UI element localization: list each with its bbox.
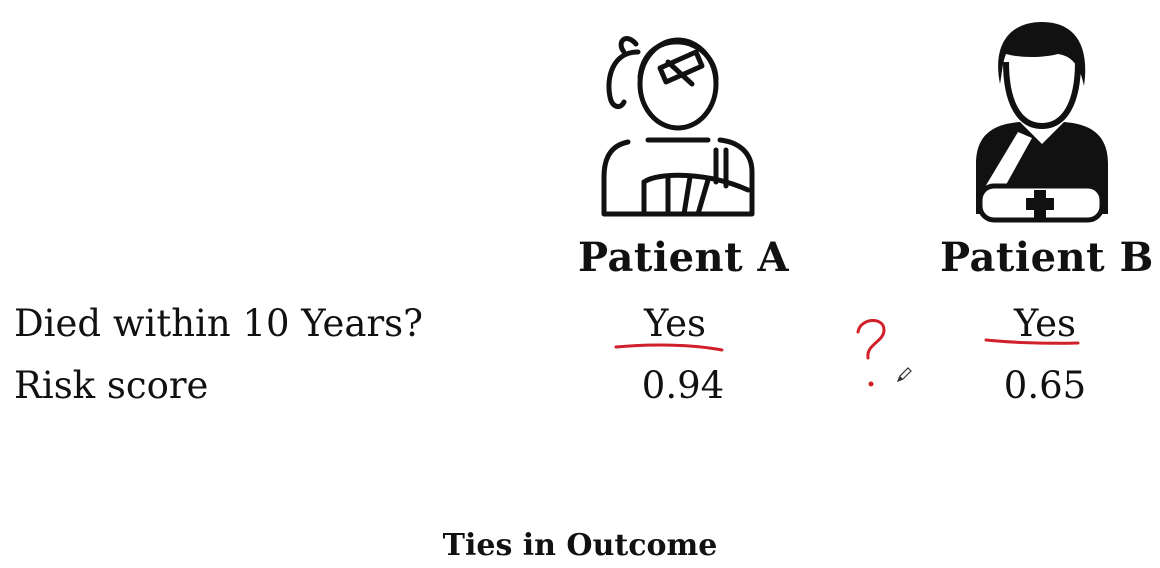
- patient-a-died-value: Yes: [643, 302, 707, 345]
- row-label-died: Died within 10 Years?: [14, 302, 423, 345]
- underline-a: [614, 343, 724, 352]
- patient-b-died-value: Yes: [1013, 302, 1077, 345]
- pen-cursor-icon: [896, 367, 912, 383]
- row-label-risk-score: Risk score: [14, 364, 209, 407]
- patient-b-label: Patient B: [940, 234, 1154, 281]
- patient-b-icon: [976, 22, 1108, 223]
- patient-a-icon: [601, 36, 755, 217]
- patient-b-risk-value: 0.65: [1003, 364, 1087, 407]
- question-mark-icon: [856, 319, 886, 360]
- patient-a-label: Patient A: [578, 234, 790, 281]
- slide-caption: Ties in Outcome: [442, 528, 718, 563]
- underline-b: [984, 338, 1080, 345]
- patient-a-risk-value: 0.94: [641, 364, 725, 407]
